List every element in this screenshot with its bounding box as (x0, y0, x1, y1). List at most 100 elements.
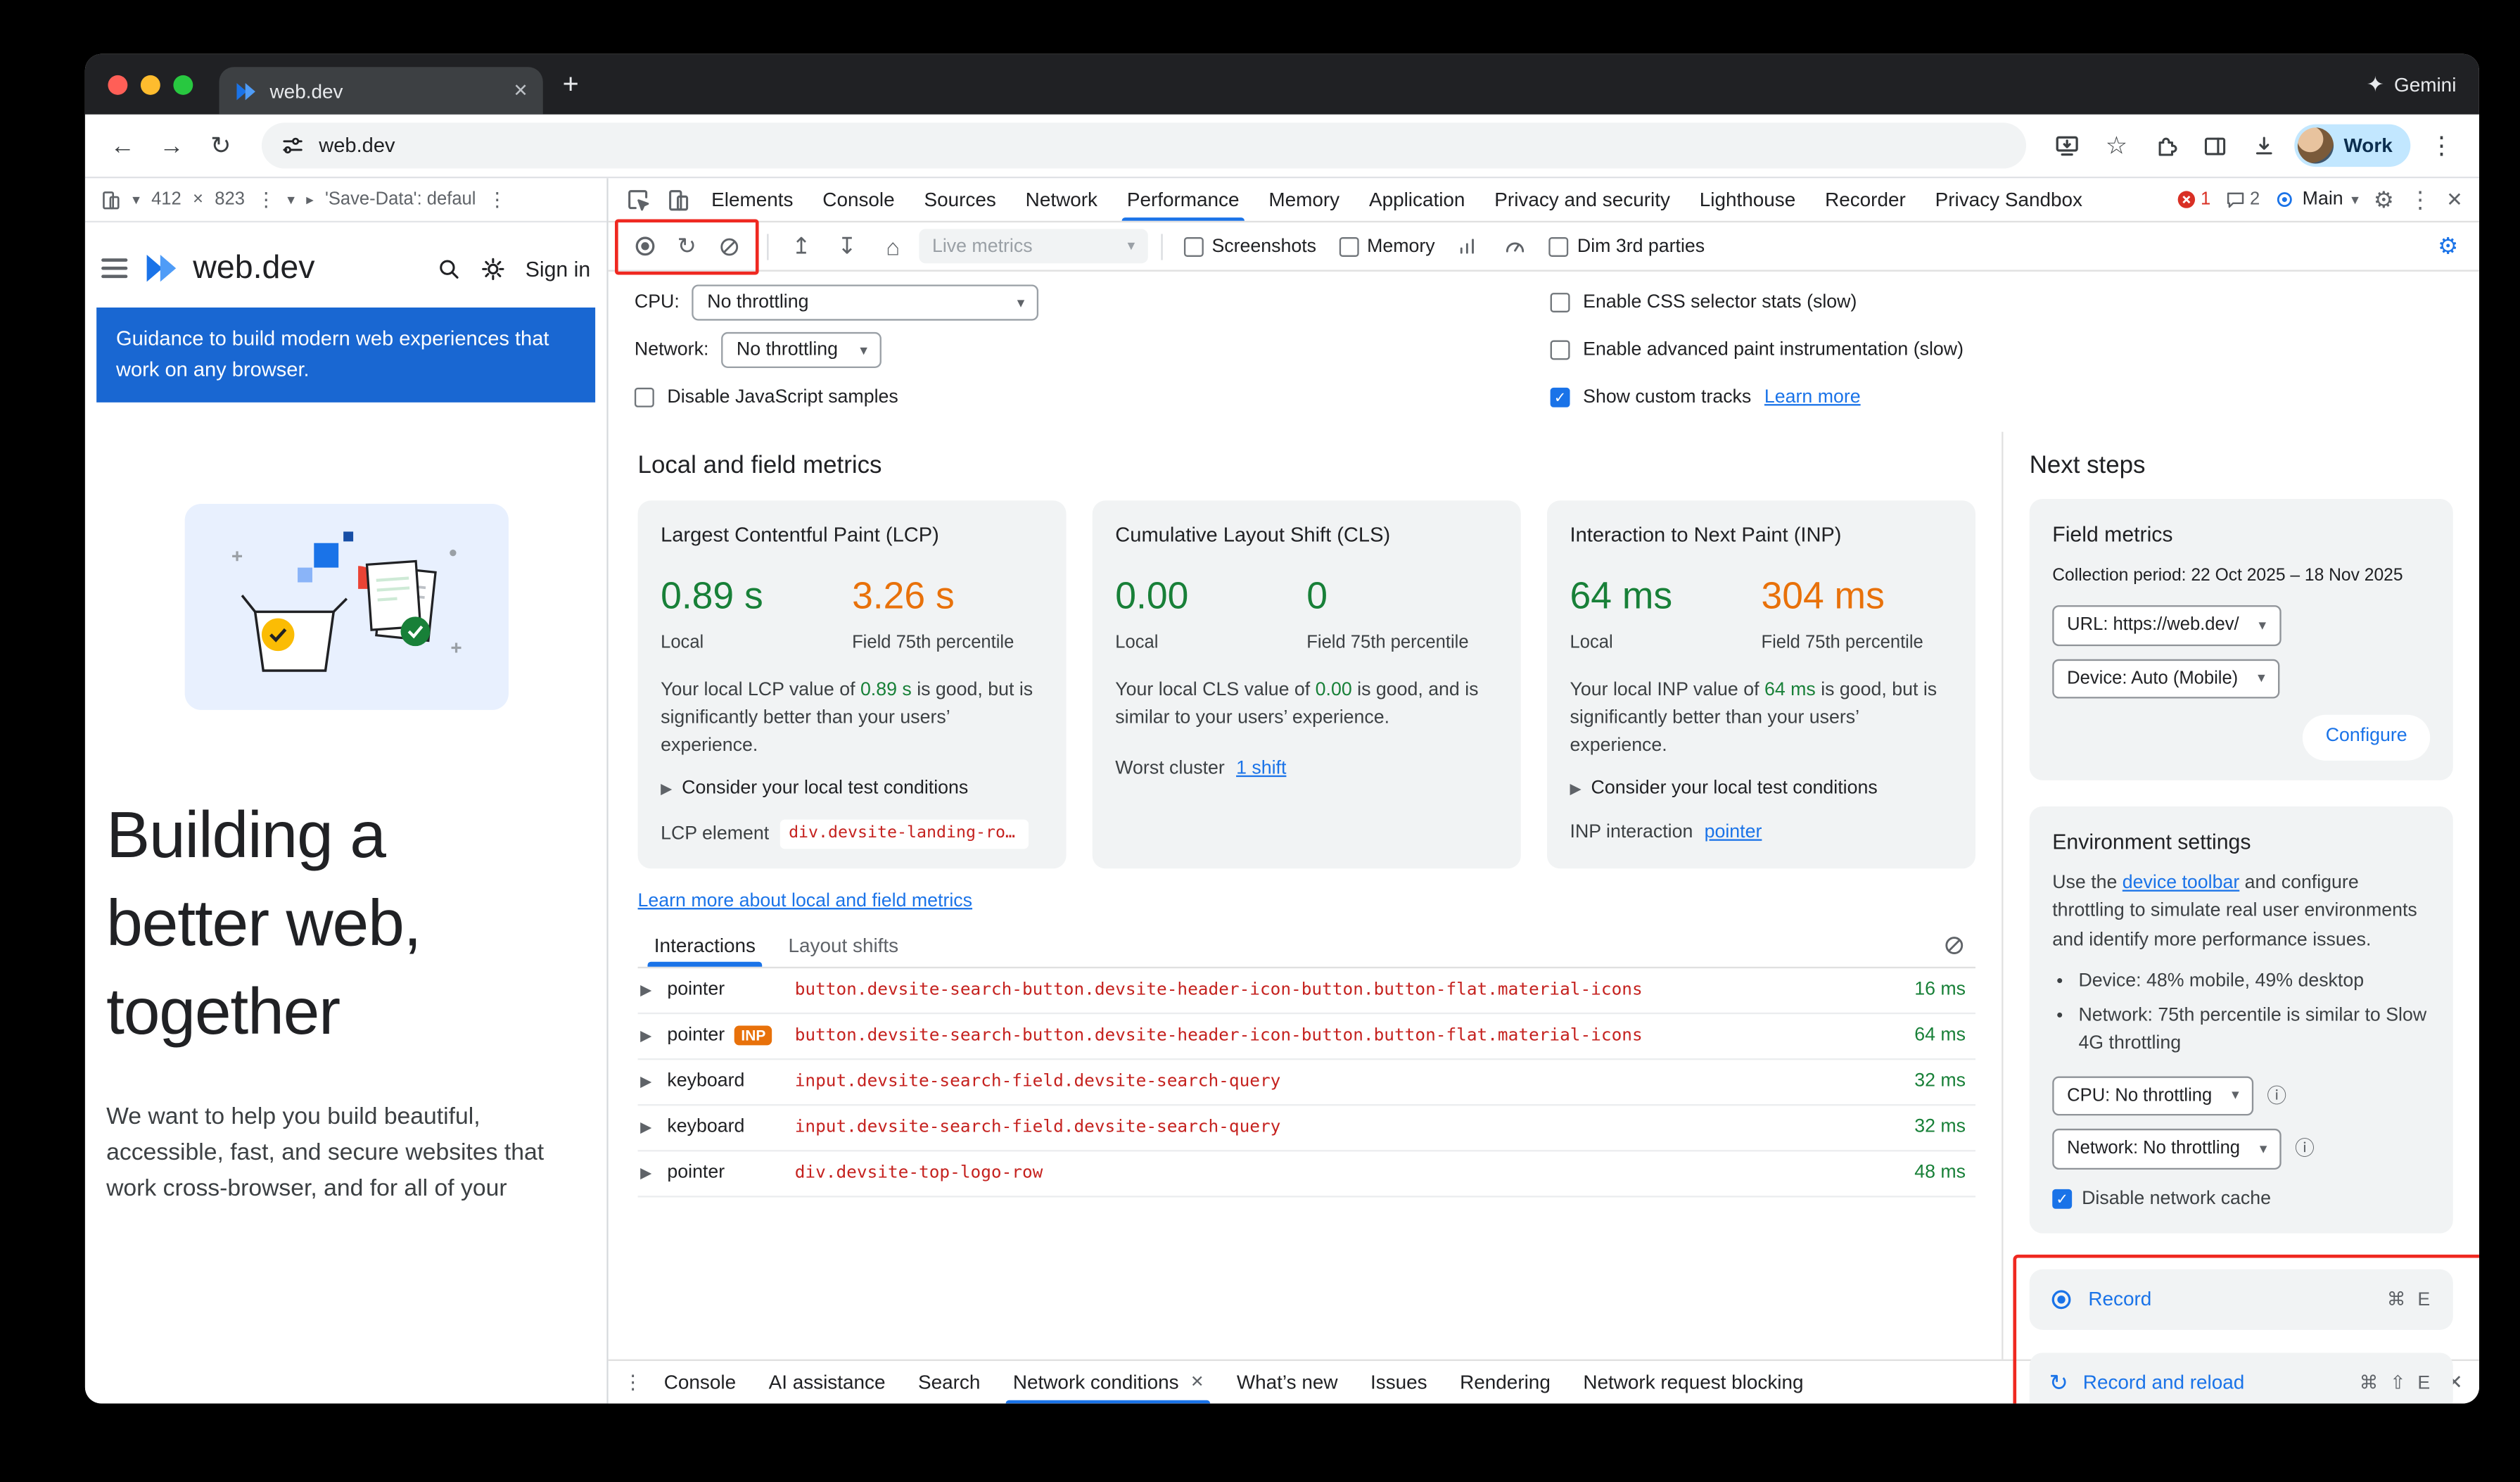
tab-network[interactable]: Network (1025, 188, 1097, 211)
css-selector-stats-checkbox[interactable] (1550, 293, 1570, 312)
cpu-info-icon[interactable]: ⓘ (2267, 1084, 2287, 1108)
drawer-tab-ai-assistance[interactable]: AI assistance (768, 1370, 886, 1394)
drawer-tab-network-request-blocking[interactable]: Network request blocking (1583, 1370, 1804, 1394)
throttle-caret-icon[interactable]: ▾ (287, 190, 295, 208)
close-drawer-tab-icon[interactable]: ✕ (1190, 1373, 1204, 1391)
disable-network-cache-checkbox[interactable]: ✓ (2052, 1189, 2073, 1210)
record-and-reload-icon[interactable]: ↻ (677, 232, 696, 259)
tab-sources[interactable]: Sources (924, 188, 996, 211)
drawer-tab-rendering[interactable]: Rendering (1460, 1370, 1551, 1394)
downloads-icon[interactable] (2242, 125, 2284, 167)
paint-instrumentation-checkbox[interactable] (1550, 340, 1570, 360)
network-info-icon[interactable]: ⓘ (2294, 1137, 2315, 1160)
row-expand-icon[interactable]: ▶ (640, 1072, 652, 1089)
memory-checkbox[interactable]: Memory (1339, 236, 1435, 256)
cpu-throttling-select[interactable]: No throttling ▾ (692, 284, 1040, 321)
site-settings-icon[interactable] (281, 134, 305, 158)
context-selector[interactable]: Main ▾ (2274, 190, 2359, 210)
save-profile-icon[interactable]: ↧ (837, 232, 857, 259)
devtools-close-icon[interactable]: ✕ (2446, 188, 2463, 211)
browser-tab-webdev[interactable]: web.dev ✕ (219, 67, 543, 115)
learn-more-link[interactable]: Learn more (1764, 387, 1861, 407)
theme-toggle-icon[interactable] (481, 256, 506, 281)
url-select[interactable]: URL: https://web.dev/ ▾ (2052, 605, 2281, 646)
close-window-button[interactable] (108, 74, 128, 94)
learn-local-field-metrics-link[interactable]: Learn more about local and field metrics (637, 890, 973, 911)
record-icon[interactable] (625, 227, 664, 266)
minimize-window-button[interactable] (140, 74, 160, 94)
tab-performance[interactable]: Performance (1112, 178, 1254, 221)
dim-3rd-parties-checkbox-box[interactable] (1549, 236, 1570, 256)
row-expand-icon[interactable]: ▶ (640, 1118, 652, 1135)
device-more-menu-icon[interactable]: ⋮ (487, 188, 507, 211)
browser-menu-icon[interactable]: ⋮ (2429, 132, 2454, 160)
screenshots-checkbox[interactable]: Screenshots (1183, 236, 1316, 256)
drawer-tab-search[interactable]: Search (917, 1370, 981, 1394)
clear-icon[interactable] (710, 227, 749, 266)
override-disclosure-icon[interactable]: ▸ (306, 190, 314, 208)
tab-memory[interactable]: Memory (1268, 188, 1340, 211)
lcp-element-link[interactable]: div.devsite-landing-row-ite… (780, 819, 1029, 849)
cpu-throttle-gauge-icon[interactable] (1496, 227, 1535, 266)
search-icon[interactable] (437, 256, 462, 281)
inp-interaction-link[interactable]: pointer (1704, 823, 1762, 843)
drawer-tab-issues[interactable]: Issues (1370, 1370, 1427, 1394)
interaction-row[interactable]: ▶ keyboard input.devsite-search-field.de… (637, 1105, 1975, 1151)
device-select-caret-icon[interactable]: ▾ (132, 190, 140, 208)
error-count-badge[interactable]: 1 (2176, 190, 2210, 210)
tab-application[interactable]: Application (1368, 188, 1465, 211)
network-throttling-select[interactable]: No throttling ▾ (721, 331, 882, 369)
device-select[interactable]: Device: Auto (Mobile) ▾ (2052, 659, 2280, 699)
lcp-test-conditions-disclosure[interactable]: ▶ Consider your local test conditions (661, 776, 1043, 804)
tab-layout-shifts[interactable]: Layout shifts (788, 933, 899, 956)
tab-privacy-sandbox[interactable]: Privacy Sandbox (1935, 188, 2082, 211)
new-tab-button[interactable]: + (562, 68, 579, 99)
device-zoom-menu-icon[interactable]: ⋮ (256, 188, 276, 211)
record-and-reload-button[interactable]: ↻ Record and reload ⌘ ⇧ E (2029, 1353, 2453, 1404)
live-metrics-home-icon[interactable]: ⌂ (886, 233, 901, 260)
tab-elements[interactable]: Elements (711, 188, 794, 211)
tab-interactions[interactable]: Interactions (638, 923, 772, 966)
devtools-settings-icon[interactable]: ⚙ (2373, 185, 2394, 213)
devtools-menu-icon[interactable]: ⋮ (2408, 185, 2432, 213)
hamburger-menu-icon[interactable] (101, 258, 128, 279)
message-count-badge[interactable]: 2 (2225, 190, 2260, 210)
address-bar[interactable]: web.dev (261, 122, 2027, 169)
tab-console[interactable]: Console (822, 188, 895, 211)
tab-close-icon[interactable]: ✕ (513, 82, 528, 102)
interaction-row[interactable]: ▶ keyboard input.devsite-search-field.de… (637, 1059, 1975, 1106)
zoom-window-button[interactable] (173, 74, 193, 94)
configure-button[interactable]: Configure (2303, 715, 2431, 761)
row-expand-icon[interactable]: ▶ (640, 980, 652, 998)
device-height[interactable]: 823 (215, 189, 245, 210)
custom-tracks-checkbox[interactable]: ✓ (1550, 387, 1570, 407)
interaction-row[interactable]: ▶ pointer button.devsite-search-button.d… (637, 968, 1975, 1014)
drawer-tab-console[interactable]: Console (663, 1370, 737, 1394)
back-button[interactable]: ← (110, 132, 135, 160)
extensions-icon[interactable] (2144, 125, 2187, 167)
side-panel-icon[interactable] (2194, 125, 2236, 167)
memory-checkbox-box[interactable] (1339, 236, 1359, 256)
site-brand[interactable]: web.dev (193, 249, 315, 286)
load-profile-icon[interactable]: ↥ (791, 232, 811, 259)
device-frame-icon[interactable] (100, 189, 121, 210)
forward-button[interactable]: → (159, 132, 184, 160)
tab-lighthouse[interactable]: Lighthouse (1699, 188, 1796, 211)
cls-worst-cluster-link[interactable]: 1 shift (1236, 758, 1287, 778)
gemini-badge[interactable]: ✦ Gemini (2367, 54, 2457, 115)
header-override-label[interactable]: 'Save-Data': defaul (324, 189, 476, 210)
device-toolbar-toggle-icon[interactable] (657, 180, 696, 220)
row-expand-icon[interactable]: ▶ (640, 1164, 652, 1181)
install-icon[interactable] (2046, 125, 2088, 167)
webdev-logo-icon[interactable] (142, 251, 178, 286)
row-expand-icon[interactable]: ▶ (640, 1026, 652, 1044)
bookmark-star-icon[interactable]: ☆ (2105, 132, 2127, 160)
sign-in-link[interactable]: Sign in (525, 255, 591, 281)
clear-interactions-icon[interactable] (1943, 933, 1966, 956)
profile-chip[interactable]: Work (2294, 124, 2411, 167)
network-throttle-icon[interactable] (1450, 227, 1489, 266)
tab-recorder[interactable]: Recorder (1825, 188, 1906, 211)
device-width[interactable]: 412 (151, 189, 182, 210)
drawer-tab-network-conditions[interactable]: Network conditions ✕ (997, 1361, 1221, 1404)
screenshots-checkbox-box[interactable] (1183, 236, 1204, 256)
